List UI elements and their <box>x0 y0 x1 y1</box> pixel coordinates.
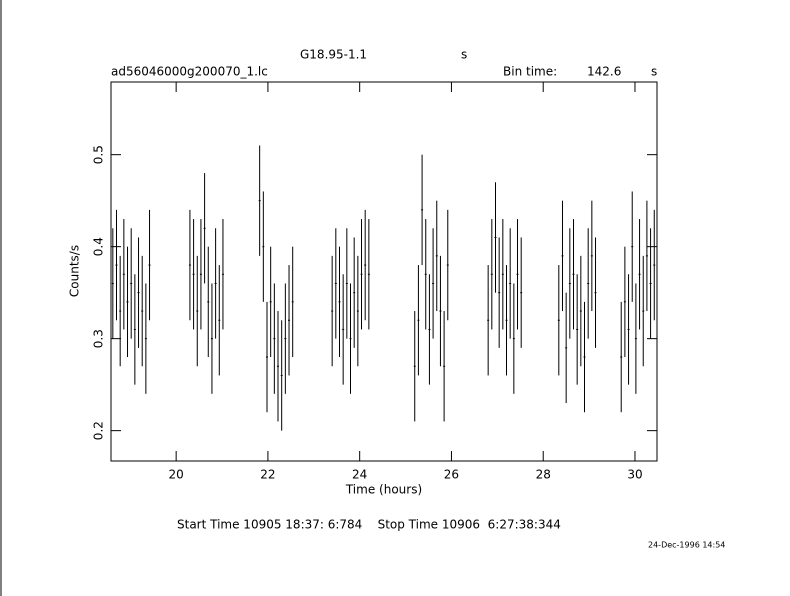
x-tick-label: 20 <box>169 468 184 482</box>
time-range: Start Time 10905 18:37: 6:784 Stop Time … <box>177 518 561 532</box>
bin-time: 142.6 <box>587 65 621 79</box>
bin-time-label: Bin time: <box>503 65 557 79</box>
y-tick-label: 0.4 <box>92 237 106 256</box>
y-tick-label: 0.3 <box>92 329 106 348</box>
file-name: ad56046000g200070_1.lc <box>111 65 268 79</box>
y-axis-label: Counts/s <box>68 245 82 297</box>
y-tick-label: 0.5 <box>92 145 106 164</box>
y-tick-label: 0.2 <box>92 421 106 440</box>
bin-time-unit: s <box>651 65 657 79</box>
x-tick-label: 26 <box>444 468 459 482</box>
x-axis-label: Time (hours) <box>345 483 422 497</box>
chart-title: G18.95-1.1 <box>300 48 367 62</box>
x-tick-label: 30 <box>627 468 642 482</box>
x-tick-label: 28 <box>536 468 551 482</box>
plot-frame <box>110 81 658 462</box>
x-tick-label: 24 <box>352 468 367 482</box>
title-unit: s <box>461 48 467 62</box>
plot-date: 24-Dec-1996 14:54 <box>648 541 725 550</box>
x-tick-label: 22 <box>260 468 275 482</box>
